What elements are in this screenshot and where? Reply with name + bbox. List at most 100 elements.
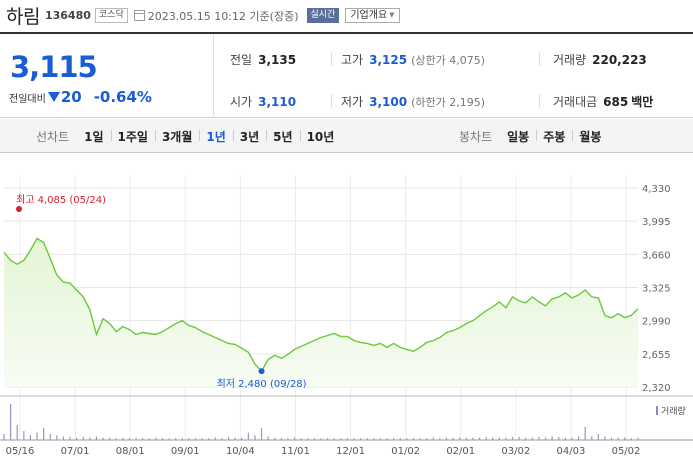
volume-bar [439, 438, 441, 440]
stock-header: 하림 136480 코스닥 2023.05.15 10:12 기준(장중) 실시… [0, 0, 693, 31]
volume-bar [445, 437, 448, 440]
lower-limit: (하한가 2,195) [411, 96, 485, 109]
volume-bar [102, 437, 104, 440]
volume-bar [465, 437, 467, 440]
volume-bar [412, 438, 415, 440]
volume-bar [76, 437, 78, 440]
stock-name: 하림 [6, 6, 40, 28]
volume-bar [472, 437, 474, 440]
volume-bar [571, 437, 573, 440]
volume-bar [459, 437, 461, 440]
quote-panel: 3,115 전일대비 20 -0.64% 전일 3,135 고가 3,125 (… [0, 32, 693, 118]
y-tick-label: 2,990 [642, 317, 671, 328]
volume-legend-label: 거래량 [661, 405, 686, 417]
y-tick-label: 2,655 [642, 350, 671, 361]
candle-chart-tabs: 봉차트 일봉 주봉 월봉 [459, 119, 608, 153]
volume-bar [208, 438, 210, 440]
high-stat: 고가 3,125 (상한가 4,075) [341, 51, 485, 68]
volume-bar [82, 437, 84, 440]
volume-bar [175, 438, 177, 440]
chevron-down-icon: ▼ [389, 11, 395, 19]
volume-bar [544, 437, 547, 440]
volume-bar [373, 438, 375, 440]
volume-bar [551, 436, 553, 440]
stock-code: 136480 [44, 9, 91, 22]
tab-candle_periods-0[interactable]: 일봉 [507, 129, 530, 144]
volume-bar [247, 432, 249, 440]
x-tick-label: 10/04 [226, 446, 255, 457]
tab-candle_periods-2[interactable]: 월봉 [572, 128, 608, 145]
volume-bar [360, 438, 362, 440]
volume-bar [366, 438, 368, 440]
volume-bar [23, 431, 25, 440]
chart-tabbar: 선차트 1일 1주일 3개월 1년 3년 5년 10년 봉차트 일봉 주봉 월봉 [0, 119, 693, 153]
company-info-label: 기업개요 [350, 10, 388, 21]
volume-bar [432, 437, 434, 440]
change-label: 전일대비 [9, 93, 46, 105]
tab-line_periods-2[interactable]: 3개월 [154, 128, 199, 145]
tab-line_periods-5[interactable]: 5년 [266, 128, 299, 145]
volume-bar [597, 434, 599, 440]
volume-bar [419, 438, 421, 440]
volume-bar [181, 438, 183, 440]
volume-bar [280, 438, 282, 440]
x-tick-label: 08/01 [116, 446, 145, 457]
volume-bar [128, 438, 131, 440]
quote-datetime: 2023.05.15 10:12 기준(장중) [147, 9, 299, 23]
volume-bar [558, 437, 560, 440]
volume-bar [452, 437, 454, 440]
volume-bar [293, 437, 296, 440]
tab-line_periods-1[interactable]: 1주일 [110, 128, 155, 145]
down-arrow-icon [47, 92, 60, 102]
price-chart-svg: 4,330 3,995 3,660 3,325 2,990 2,655 2,320 05/16… [0, 175, 693, 457]
open-value: 3,110 [258, 95, 297, 109]
candle-chart-label: 봉차트 [459, 129, 493, 144]
volume-bar [300, 438, 302, 440]
x-tick-label: 12/01 [336, 446, 365, 457]
open-stat: 시가 3,110 [230, 93, 296, 110]
volume-bar [505, 437, 507, 440]
volume-bar [313, 438, 315, 440]
change-value: 20 [60, 88, 82, 106]
x-tick-label: 05/16 [6, 446, 35, 457]
volume-bar [591, 436, 593, 440]
x-tick-label: 04/03 [556, 446, 585, 457]
volume-bar [624, 437, 626, 440]
volume-bar [610, 437, 613, 440]
change-row: 전일대비 20 -0.64% [9, 88, 152, 106]
volume-bar [386, 438, 388, 440]
tab-line_periods-4[interactable]: 3년 [232, 128, 266, 145]
volume-bar [307, 438, 309, 440]
volume-bar [485, 437, 487, 440]
prev-close-stat: 전일 3,135 [230, 51, 296, 68]
x-tick-label: 11/01 [281, 446, 310, 457]
prev-close-label: 전일 [230, 53, 253, 67]
company-info-button[interactable]: 기업개요 ▼ [345, 8, 400, 23]
volume-bar [406, 438, 408, 440]
volume-bar [426, 438, 428, 440]
price-chart: 4,330 3,995 3,660 3,325 2,990 2,655 2,320 05/16… [0, 153, 693, 472]
volume-bar [353, 438, 355, 440]
volume-bar [221, 438, 223, 440]
volume-bar [577, 436, 580, 440]
volume-bar [122, 437, 124, 440]
x-tick-label: 09/01 [171, 446, 200, 457]
volume-bar [142, 438, 144, 440]
tab-line_periods-3[interactable]: 1년 [199, 128, 232, 145]
volume-bar [227, 437, 230, 440]
high-label: 고가 [341, 53, 364, 67]
tab-candle_periods-1[interactable]: 주봉 [536, 128, 572, 145]
volume-bar [234, 437, 236, 440]
volume-bar [511, 437, 514, 440]
volume-value: 220,223 [592, 53, 647, 67]
tab-line_periods-0[interactable]: 1일 [84, 129, 104, 144]
upper-limit: (상한가 4,075) [411, 54, 485, 67]
realtime-button[interactable]: 실시간 [306, 8, 340, 23]
x-tick-label: 01/02 [391, 446, 420, 457]
volume-bar [531, 437, 533, 440]
prev-close-value: 3,135 [258, 53, 297, 67]
volume-bar [518, 437, 520, 440]
volume-bar [3, 434, 5, 440]
tab-line_periods-6[interactable]: 10년 [299, 128, 342, 145]
volume-bar [604, 436, 606, 440]
